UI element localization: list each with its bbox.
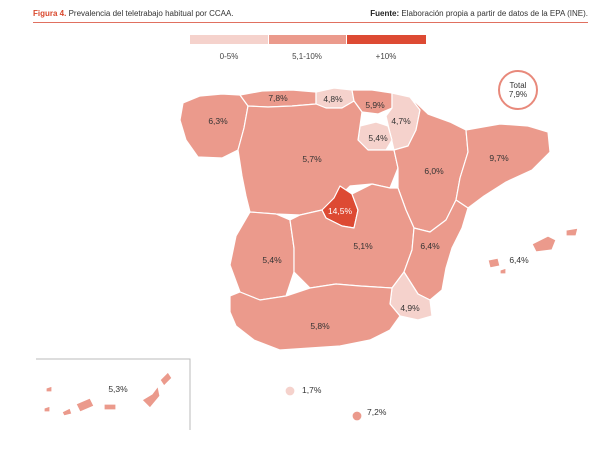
total-label: Total: [510, 81, 527, 90]
value-navarra: 4,7%: [391, 116, 411, 126]
value-murcia: 4,9%: [400, 303, 420, 313]
value-extremadura: 5,4%: [262, 255, 282, 265]
value-castilla-y-leon: 5,7%: [302, 154, 322, 164]
source-label: Fuente:: [370, 9, 400, 18]
figure-header: Figura 4. Prevalencia del teletrabajo ha…: [33, 9, 588, 23]
legend-label-mid: 5,1-10%: [292, 52, 322, 61]
total-badge: [498, 70, 538, 110]
canarias-inset-frame: [36, 358, 191, 430]
region-melilla: [351, 410, 363, 422]
value-galicia: 6,3%: [208, 116, 228, 126]
figure-caption: Figura 4. Prevalencia del teletrabajo ha…: [33, 9, 234, 18]
region-islas-baleares: [487, 227, 579, 275]
region-cataluna: [455, 123, 551, 209]
value-asturias: 7,8%: [268, 93, 288, 103]
region-andalucia: [229, 283, 401, 351]
legend-label-low: 0-5%: [219, 52, 239, 61]
legend-swatch-mid: [269, 35, 346, 44]
value-la-rioja: 5,4%: [368, 133, 388, 143]
value-castilla-la-mancha: 5,1%: [353, 241, 373, 251]
value-madrid: 14,5%: [328, 206, 353, 216]
legend-swatch-low: [190, 35, 268, 44]
map-legend: 0-5% 5,1-10% +10%: [190, 35, 426, 65]
value-aragon: 6,0%: [424, 166, 444, 176]
value-andalucia: 5,8%: [310, 321, 330, 331]
value-pais-vasco: 5,9%: [365, 100, 385, 110]
region-canarias: [43, 371, 173, 417]
value-melilla: 7,2%: [367, 407, 387, 417]
legend-swatch-high: [347, 35, 426, 44]
value-canarias: 5,3%: [108, 384, 128, 394]
region-ceuta: [284, 385, 296, 397]
source-text: Elaboración propia a partir de datos de …: [401, 9, 588, 18]
figure-source: Fuente: Elaboración propia a partir de d…: [370, 9, 588, 18]
value-ceuta: 1,7%: [302, 385, 322, 395]
value-comunidad-valenciana: 6,4%: [420, 241, 440, 251]
value-cataluna: 9,7%: [489, 153, 509, 163]
value-cantabria: 4,8%: [323, 94, 343, 104]
total-value: 7,9%: [509, 90, 527, 99]
header-divider: [33, 22, 588, 23]
value-islas-baleares: 6,4%: [509, 255, 529, 265]
legend-label-high: +10%: [375, 52, 397, 61]
figure-number: Figura 4.: [33, 9, 67, 18]
figure-title: Prevalencia del teletrabajo habitual por…: [68, 9, 234, 18]
region-galicia: [179, 93, 249, 159]
